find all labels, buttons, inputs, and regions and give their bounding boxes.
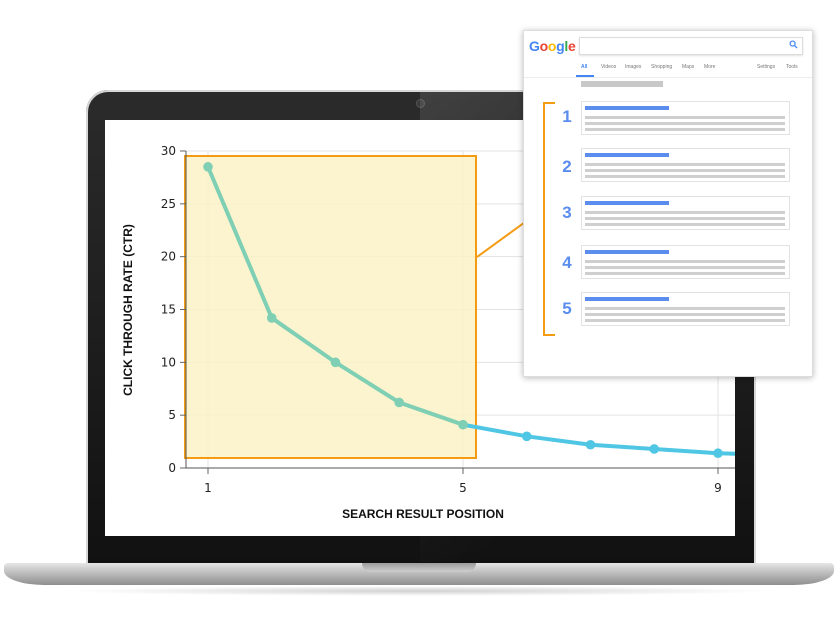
camera-icon [417,100,424,107]
search-results-card: Google All Videos Images Shopping Maps M… [523,30,813,377]
x-tick-labels: 1 5 9 [204,481,722,495]
tab-all[interactable]: All [581,64,588,70]
result-snippet-line [585,272,785,275]
tab-settings[interactable]: Settings [757,64,776,70]
y-tick-label: 10 [161,355,176,369]
result-title[interactable] [585,106,669,110]
tabs-divider [524,77,812,78]
google-logo: Google [529,38,576,54]
tab-maps[interactable]: Maps [682,64,695,70]
laptop-base [4,563,834,585]
x-tick-label: 1 [204,481,212,495]
result-snippet-line [585,313,785,316]
data-point [649,444,660,454]
result-title[interactable] [585,250,669,254]
logo-letter: e [567,38,576,54]
result-stats-placeholder [581,81,663,87]
y-tick-labels: 0 5 10 15 20 25 30 [161,144,176,475]
y-tick-label: 30 [161,144,176,158]
active-tab-underline [576,75,594,77]
data-point [266,313,277,323]
x-tick-label: 9 [714,481,722,495]
x-axis-label: SEARCH RESULT POSITION [342,507,504,521]
result-number: 4 [562,253,572,272]
y-tick-label: 15 [161,303,176,317]
result-snippet-line [585,163,785,166]
result-title[interactable] [585,153,669,157]
search-result[interactable] [581,148,790,182]
laptop-notch [362,563,476,572]
data-point [521,431,532,442]
chart-axes [180,150,735,474]
tab-tools[interactable]: Tools [786,64,798,70]
x-tick-label: 5 [459,481,467,495]
y-tick-label: 25 [161,197,176,211]
search-tabs: All Videos Images Shopping Maps More Set… [581,64,811,76]
y-axis-label: CLICK THROUGH RATE (CTR) [121,224,135,396]
result-number: 1 [562,107,572,126]
result-snippet-line [585,116,785,119]
result-snippet-line [585,211,785,214]
search-result[interactable] [581,101,790,135]
result-title[interactable] [585,201,669,205]
top-five-bracket [543,102,555,336]
result-snippet-line [585,122,785,125]
data-point [713,448,723,459]
search-result[interactable] [581,245,790,279]
y-tick-label: 5 [168,408,176,422]
magnifier-icon[interactable] [789,40,798,49]
data-point [458,419,468,430]
tab-images[interactable]: Images [625,64,642,70]
result-snippet-line [585,307,785,310]
ctr-line-rest [461,422,735,456]
y-tick-label: 20 [161,250,176,264]
logo-letter: l [564,38,568,54]
data-point [394,397,405,408]
result-snippet-line [585,223,785,226]
data-point [203,162,213,172]
result-snippet-line [585,175,785,178]
logo-letter: g [556,38,565,54]
result-snippet-line [585,266,785,269]
y-tick-label: 0 [168,461,176,475]
result-snippet-line [585,217,785,220]
search-input[interactable] [579,37,803,55]
result-snippet-line [585,128,785,131]
result-snippet-line [585,260,785,263]
result-title[interactable] [585,297,669,301]
logo-letter: o [547,38,557,54]
data-point [585,439,596,450]
tab-shopping[interactable]: Shopping [651,64,673,70]
data-point [330,357,341,368]
search-result[interactable] [581,196,790,230]
result-number: 3 [562,203,572,222]
result-number: 2 [562,157,572,176]
result-snippet-line [585,319,785,322]
tab-more[interactable]: More [704,64,716,70]
logo-letter: G [529,38,540,54]
tab-videos[interactable]: Videos [601,64,617,70]
laptop-base-shadow [60,586,780,596]
data-point [777,451,787,461]
highlight-box [184,155,477,459]
search-result[interactable] [581,292,790,326]
result-number: 5 [562,299,572,318]
ctr-points [203,162,787,461]
logo-letter: o [539,38,549,54]
result-snippet-line [585,169,785,172]
